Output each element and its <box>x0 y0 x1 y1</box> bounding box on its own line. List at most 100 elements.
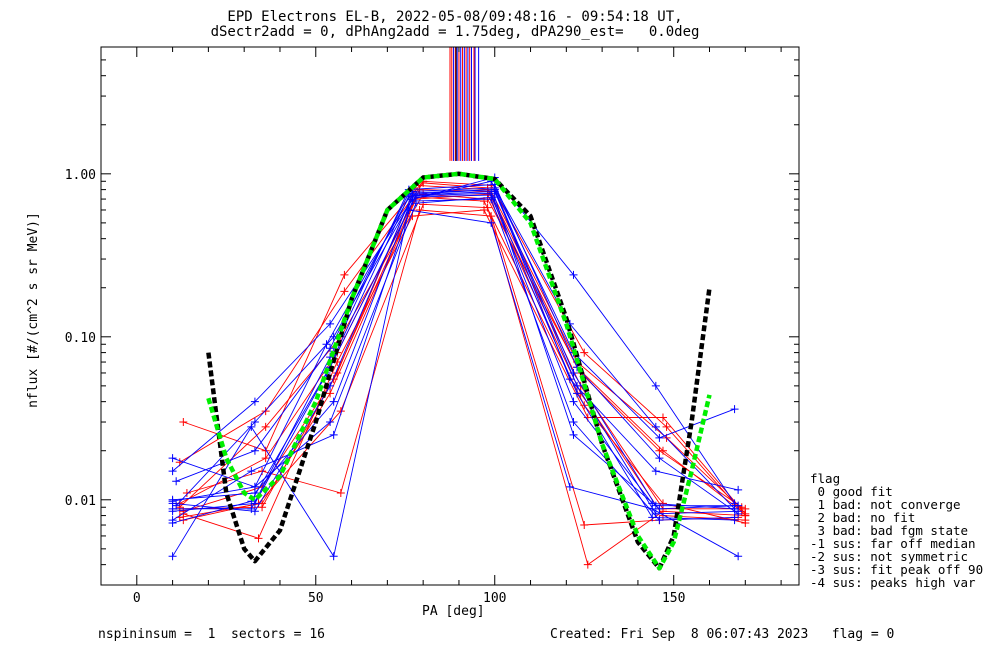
y-tick-label: 0.01 <box>65 494 96 509</box>
series-line <box>179 189 743 510</box>
data-point-marker <box>247 504 256 513</box>
data-point-marker <box>168 497 177 506</box>
series-line <box>176 189 739 491</box>
data-point-marker <box>179 418 188 427</box>
data-point-marker <box>326 418 335 427</box>
series-line <box>179 193 742 508</box>
data-point-marker <box>261 407 270 416</box>
data-point-marker <box>648 513 657 522</box>
series-line <box>179 184 746 510</box>
series-line <box>172 176 735 504</box>
data-point-marker <box>569 368 578 377</box>
data-point-marker <box>734 501 743 510</box>
x-tick-label: 150 <box>662 591 685 606</box>
data-point-marker <box>658 413 667 422</box>
data-point-marker <box>172 477 181 486</box>
series-line <box>175 180 735 510</box>
data-point-marker <box>254 534 263 543</box>
legend-item: -3 sus: fit peak off 90 <box>810 562 984 577</box>
series-line <box>172 190 739 515</box>
x-axis-label: PA [deg] <box>422 604 485 619</box>
legend-item: -4 sus: peaks high var <box>810 575 976 590</box>
fit-curve-line <box>206 171 712 571</box>
data-point-marker <box>487 189 496 198</box>
series-line <box>183 180 746 516</box>
data-point-marker <box>648 499 657 508</box>
series-line <box>172 198 735 521</box>
legend-item: 2 bad: no fit <box>810 510 916 525</box>
x-tick-label: 50 <box>308 591 324 606</box>
axes-group: 0 50 100 150 0.01 0.10 1.00 <box>65 46 799 606</box>
series-line <box>172 192 735 524</box>
data-point-marker <box>411 199 420 208</box>
series-line <box>183 203 746 566</box>
series-line <box>172 209 739 558</box>
data-point-marker <box>168 454 177 463</box>
data-point-marker <box>247 422 256 431</box>
data-point-marker <box>655 504 664 513</box>
data-point-marker <box>655 446 664 455</box>
data-point-marker <box>580 348 589 357</box>
data-point-marker <box>261 446 270 455</box>
data-point-marker <box>569 397 578 406</box>
data-point-marker <box>655 433 664 442</box>
series-line <box>183 209 746 539</box>
y-tick-label: 1.00 <box>65 168 96 183</box>
data-point-marker <box>250 418 259 427</box>
data-point-marker <box>329 430 338 439</box>
data-point-marker <box>168 519 177 528</box>
data-point-marker <box>573 389 582 398</box>
data-point-marker <box>651 467 660 476</box>
data-point-marker <box>734 509 743 518</box>
legend-item: -2 sus: not symmetric <box>810 549 969 564</box>
series-line <box>186 209 739 526</box>
data-point-marker <box>340 287 349 296</box>
data-point-marker <box>250 446 259 455</box>
data-point-marker <box>480 197 489 206</box>
data-point-marker <box>326 344 335 353</box>
fit-curves-group <box>206 171 712 571</box>
data-point-marker <box>573 381 582 390</box>
data-point-marker <box>326 389 335 398</box>
series-line <box>179 182 742 512</box>
data-point-marker <box>326 319 335 328</box>
data-point-marker <box>651 422 660 431</box>
data-point-marker <box>583 560 592 569</box>
data-point-marker <box>565 482 574 491</box>
data-point-marker <box>655 454 664 463</box>
data-point-marker <box>329 552 338 561</box>
footer-left: nspininsum = 1 sectors = 16 <box>98 627 325 642</box>
peak-marker-lines <box>449 47 480 161</box>
legend-item: 0 good fit <box>810 484 893 499</box>
series-line <box>172 194 735 510</box>
data-point-marker <box>730 516 739 525</box>
data-point-marker <box>734 485 743 494</box>
data-point-marker <box>250 397 259 406</box>
series-line <box>172 184 739 515</box>
legend-item: 1 bad: not converge <box>810 497 961 512</box>
series-line <box>172 196 739 510</box>
data-point-marker <box>569 270 578 279</box>
data-point-marker <box>741 511 750 520</box>
data-point-marker <box>261 454 270 463</box>
data-point-marker <box>336 489 345 498</box>
data-point-marker <box>487 218 496 227</box>
data-series-group <box>168 173 750 569</box>
data-point-marker <box>483 203 492 212</box>
legend-title: flag <box>810 471 841 486</box>
chart-subtitle: dSectr2add = 0, dPhAng2add = 1.75deg, dP… <box>210 24 700 40</box>
flag-legend: flag 0 good fit 1 bad: not converge 2 ba… <box>810 472 983 589</box>
data-point-marker <box>250 482 259 491</box>
data-point-marker <box>658 499 667 508</box>
data-point-marker <box>419 200 428 209</box>
data-point-marker <box>172 501 181 510</box>
y-axis-label: nflux [#/(cm^2 s sr MeV)] <box>26 212 41 408</box>
data-point-marker <box>182 489 191 498</box>
data-point-marker <box>580 521 589 530</box>
data-point-marker <box>258 467 267 476</box>
data-point-marker <box>569 418 578 427</box>
legend-item: -1 sus: far off median <box>810 536 976 551</box>
data-point-marker <box>247 467 256 476</box>
plot-frame <box>100 46 800 586</box>
